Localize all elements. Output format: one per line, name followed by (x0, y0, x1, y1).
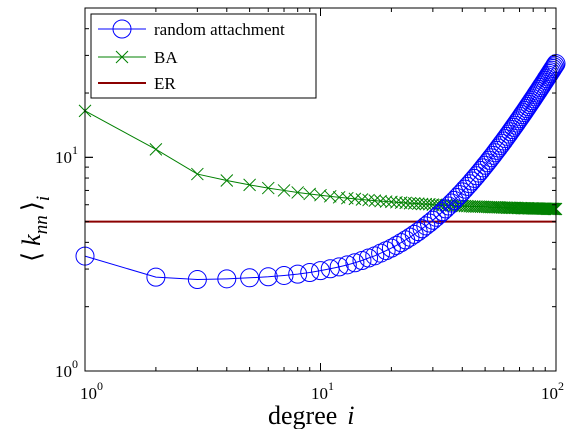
data-point-random-attachment (475, 155, 495, 175)
data-point-random-attachment (381, 238, 401, 258)
ticks-layer (84, 7, 557, 372)
x-tick-label-2: 102 (541, 379, 564, 403)
data-point-random-attachment (371, 243, 391, 263)
legend-marker-ba (115, 50, 129, 64)
x-tick-label-0: 100 (80, 379, 103, 403)
data-point-random-attachment (450, 185, 470, 205)
data-point-random-attachment (452, 182, 472, 202)
data-point-random-attachment (337, 255, 357, 275)
data-point-random-attachment (217, 269, 237, 289)
data-point-ba (547, 202, 561, 216)
data-point-random-attachment (329, 257, 349, 277)
data-point-ba (303, 187, 317, 201)
legend-label-er: ER (154, 74, 176, 93)
data-point-ba (362, 193, 375, 207)
data-point-random-attachment (481, 148, 501, 168)
data-point-random-attachment (258, 267, 278, 287)
data-point-random-attachment (187, 270, 207, 290)
y-axis-label: ⟨knn⟩i (17, 196, 54, 262)
data-point-random-attachment (240, 268, 260, 288)
data-point-random-attachment (477, 153, 497, 173)
data-point-ba (546, 202, 560, 216)
data-point-random-attachment (545, 55, 565, 75)
data-point-random-attachment (146, 267, 166, 287)
data-point-random-attachment (471, 160, 491, 180)
legend-marker-random (112, 19, 132, 39)
data-point-ba (390, 195, 403, 209)
data-point-ba (385, 195, 398, 209)
data-point-random-attachment (544, 57, 564, 77)
data-point-random-attachment (455, 179, 475, 199)
data-point-random-attachment (542, 60, 562, 80)
data-point-random-attachment (311, 261, 330, 281)
data-point-ba (191, 167, 204, 181)
legend-label-random: random attachment (154, 20, 285, 39)
data-point-random-attachment (447, 187, 467, 207)
data-point-ba (220, 174, 234, 187)
data-point-random-attachment (469, 163, 489, 183)
data-point-ba (463, 199, 477, 213)
data-point-ba (548, 202, 562, 216)
series-layer (75, 54, 566, 290)
y-tick-label-1: 101 (55, 143, 78, 167)
data-point-ba (368, 194, 382, 208)
data-point-random-attachment (479, 150, 499, 170)
data-point-ba (243, 178, 256, 192)
data-point-ba (261, 181, 275, 195)
data-point-random-attachment (274, 265, 294, 285)
data-point-random-attachment (473, 158, 493, 178)
data-point-random-attachment (300, 263, 320, 283)
data-point-random-attachment (345, 253, 365, 273)
data-point-random-attachment (376, 241, 396, 261)
data-point-ba (379, 195, 393, 208)
data-point-ba (277, 184, 291, 197)
x-tick-label-1: 101 (311, 379, 334, 403)
y-tick-label-0: 100 (55, 357, 78, 381)
series-random-attachment (75, 54, 566, 290)
data-point-random-attachment (543, 59, 563, 79)
legend-label-ba: BA (154, 48, 178, 67)
data-point-random-attachment (288, 264, 308, 284)
series-ba (78, 104, 563, 216)
data-point-random-attachment (442, 193, 462, 213)
data-point-ba (374, 194, 387, 208)
data-point-ba (355, 193, 369, 206)
x-axis-label: degree i (268, 401, 355, 429)
data-point-ba (149, 142, 163, 156)
data-point-ba (291, 186, 305, 199)
data-point-random-attachment (483, 145, 503, 165)
legend: random attachment BA ER (90, 13, 317, 99)
